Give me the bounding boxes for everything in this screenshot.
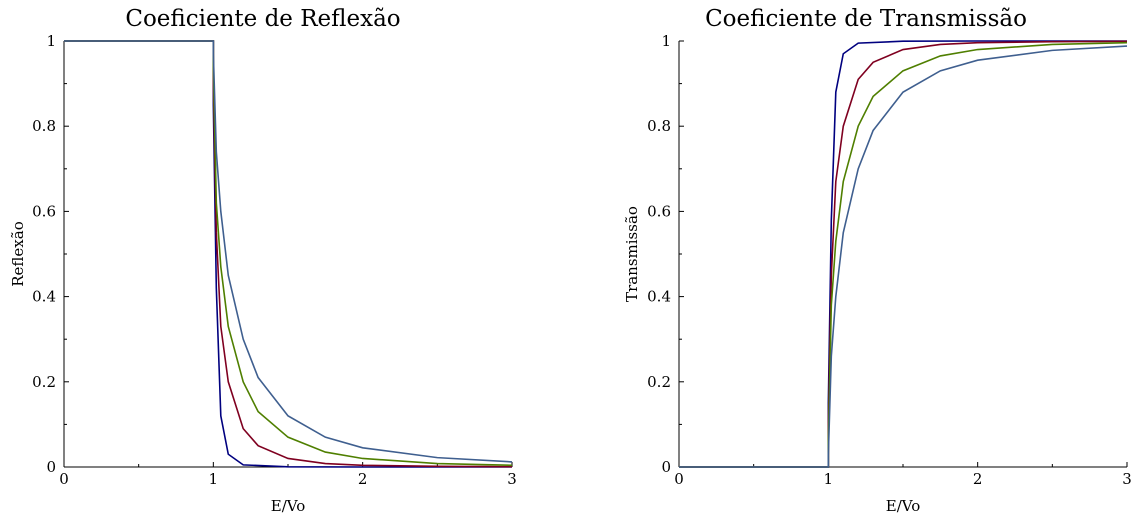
- y-tick-label: 1: [661, 32, 671, 50]
- y-tick-label: 0.6: [647, 202, 671, 220]
- y-tick-label: 0.4: [32, 288, 56, 306]
- y-tick-label: 0.8: [647, 117, 671, 135]
- y-tick-label: 0: [661, 458, 671, 476]
- x-tick-label: 0: [59, 470, 69, 488]
- series-line-3: [64, 40, 513, 467]
- transmission-chart: Coeficiente de Transmissão E/Vo Transmis…: [623, 6, 1132, 515]
- x-tick-label: 2: [973, 470, 983, 488]
- y-tick-label: 0.6: [32, 202, 56, 220]
- series-line-4: [679, 45, 1128, 468]
- y-tick-label: 0.8: [32, 117, 56, 135]
- x-tick-label: 3: [507, 470, 517, 488]
- series-line-3: [679, 41, 1128, 468]
- reflection-chart: Coeficiente de Reflexão E/Vo Reflexão 0 1…: [9, 6, 517, 515]
- series-line-4: [64, 40, 513, 463]
- y-axis-label: Transmissão: [623, 206, 641, 302]
- series-line-1: [679, 40, 1127, 468]
- chart-title: Coeficiente de Transmissão: [705, 6, 1027, 32]
- tick-group: 0 1 2 3 0 0.2 0.4 0.6 0.8 1: [32, 32, 517, 488]
- x-tick-label: 0: [674, 470, 684, 488]
- chart-title: Coeficiente de Reflexão: [125, 6, 400, 32]
- y-tick-label: 0.4: [647, 288, 671, 306]
- series-line-2: [64, 40, 513, 468]
- x-axis-label: E/Vo: [886, 497, 921, 515]
- x-tick-label: 3: [1122, 470, 1132, 488]
- series-line-1: [64, 40, 512, 468]
- tick-group: 0 1 2 3 0 0.2 0.4 0.6 0.8 1: [647, 32, 1132, 488]
- x-tick-label: 1: [209, 470, 219, 488]
- series-group: [64, 40, 513, 468]
- y-tick-label: 0.2: [32, 373, 56, 391]
- series-line-2: [679, 40, 1128, 468]
- y-tick-label: 0.2: [647, 373, 671, 391]
- x-tick-label: 2: [358, 470, 368, 488]
- y-tick-label: 0: [46, 458, 56, 476]
- x-axis-label: E/Vo: [271, 497, 306, 515]
- y-tick-label: 1: [46, 32, 56, 50]
- y-axis-label: Reflexão: [9, 221, 27, 287]
- series-group: [679, 40, 1128, 468]
- x-tick-label: 1: [824, 470, 834, 488]
